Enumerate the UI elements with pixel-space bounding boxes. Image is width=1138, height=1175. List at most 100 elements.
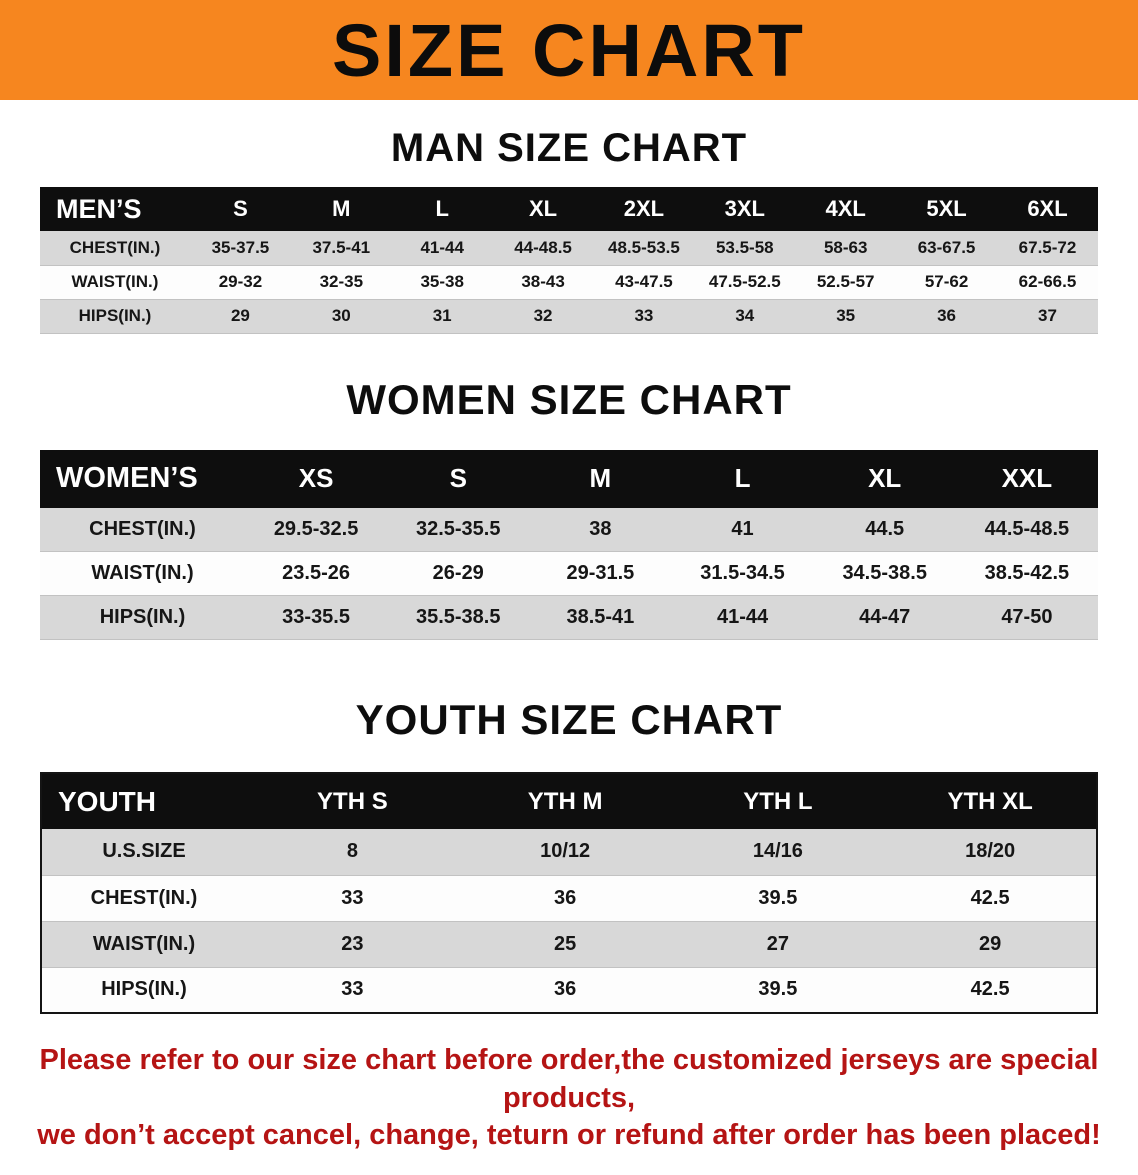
size-value-cell: 39.5 [758, 886, 798, 909]
size-value-cell: 41-44 [420, 237, 464, 257]
table-row: HIPS(IN.) 29 30 31 32 33 34 35 36 37 [40, 299, 1098, 333]
size-value-cell: 62-66.5 [1018, 272, 1077, 291]
row-label: WAIST(IN.) [91, 562, 194, 584]
man-size-table: MEN’S S M L XL 2XL 3XL 4XL 5XL 6XL CHEST(IN.) 35-37… [40, 187, 1098, 334]
size-value-cell: 31 [432, 306, 452, 325]
row-label: CHEST(IN.) [89, 517, 196, 540]
size-column-header: XS [245, 449, 388, 508]
disclaimer-line-2: we don’t accept cancel, change, teturn o… [37, 1119, 1101, 1152]
size-value-cell: 41 [731, 517, 754, 540]
size-value-cell: 36 [554, 886, 577, 909]
youth-size-chart-heading: YOUTH SIZE CHART [355, 696, 783, 743]
size-column-header: 3XL [694, 187, 796, 231]
size-charts: MAN SIZE CHART MEN’S S M L XL 2XL 3XL 4XL 5XL 6XL… [0, 126, 1138, 1155]
size-value-cell: 31.5-34.5 [700, 562, 785, 584]
size-value-cell: 36 [937, 306, 957, 325]
size-column-header: YTH M [458, 773, 672, 829]
header-row: WOMEN’S XS S M L XL XXL [40, 449, 1098, 508]
size-value-cell: 10/12 [540, 840, 591, 863]
size-value-cell: 57-62 [924, 272, 969, 291]
size-value-cell: 29.5-32.5 [273, 517, 359, 540]
size-value-cell: 35.5-38.5 [415, 606, 501, 628]
size-value-cell: 37 [1038, 306, 1057, 325]
size-value-cell: 29-31.5 [566, 562, 635, 584]
youth-size-chart-section: YOUTH SIZE CHART YOUTH YTH S YTH M YTH L YTH… [0, 696, 1138, 1014]
table-row: WAIST(IN.) 23.5-26 26-29 29-31.5 31.5-34.5 34… [40, 551, 1098, 596]
size-value-cell: 32-35 [319, 272, 364, 291]
size-value-cell: 39.5 [758, 978, 798, 1001]
row-label: WAIST(IN.) [71, 272, 159, 291]
size-column-header: L [671, 449, 814, 508]
size-value-cell: 42.5 [970, 978, 1010, 1001]
size-value-cell: 67.5-72 [1018, 237, 1077, 257]
size-value-cell: 29-32 [218, 272, 263, 291]
size-value-cell: 29 [230, 306, 250, 325]
size-value-cell: 33 [341, 978, 364, 1001]
size-value-cell: 26-29 [432, 562, 484, 584]
header-row: MEN’S S M L XL 2XL 3XL 4XL 5XL 6XL [40, 187, 1098, 231]
size-value-cell: 44-47 [859, 606, 911, 628]
size-column-header: M [290, 187, 392, 231]
size-value-cell: 47-50 [1001, 606, 1053, 628]
row-label: WAIST(IN.) [92, 932, 196, 955]
size-value-cell: 14/16 [752, 840, 803, 863]
size-value-cell: 47.5-52.5 [708, 272, 781, 291]
banner-title: SIZE CHART [332, 8, 806, 92]
size-value-cell: 27 [766, 932, 789, 955]
man-size-chart-heading: MAN SIZE CHART [390, 126, 748, 170]
size-column-header: XL [813, 449, 956, 508]
table-row: U.S.SIZE 8 10/12 14/16 18/20 [41, 829, 1097, 875]
disclaimer: Please refer to our size chart before or… [20, 1042, 1118, 1155]
size-value-cell: 32 [533, 306, 553, 325]
table-row: HIPS(IN.) 33 36 39.5 42.5 [41, 967, 1097, 1013]
size-value-cell: 32.5-35.5 [415, 517, 501, 540]
size-value-cell: 33-35.5 [282, 606, 350, 628]
table-row: CHEST(IN.) 33 36 39.5 42.5 [41, 875, 1097, 921]
size-column-header: S [387, 449, 530, 508]
size-value-cell: 23.5-26 [282, 562, 350, 584]
size-column-header: YTH XL [884, 773, 1097, 829]
size-value-cell: 41-44 [716, 606, 769, 628]
size-value-cell: 63-67.5 [917, 237, 976, 257]
size-value-cell: 18/20 [965, 840, 1016, 863]
youth-size-table: YOUTH YTH S YTH M YTH L YTH XL U.S.SIZE 8 10/12… [40, 772, 1098, 1014]
size-value-cell: 42.5 [970, 886, 1010, 909]
size-value-cell: 36 [554, 978, 577, 1001]
table-row: CHEST(IN.) 29.5-32.5 32.5-35.5 38 41 44.5 44.5… [40, 507, 1098, 552]
size-column-header: 6XL [997, 187, 1098, 231]
row-label: U.S.SIZE [102, 840, 186, 863]
size-value-cell: 30 [331, 306, 351, 325]
size-column-header: S [190, 187, 291, 231]
size-column-header: XXL [955, 449, 1098, 508]
disclaimer-line-1: Please refer to our size chart before or… [39, 1044, 1099, 1114]
size-value-cell: 33 [341, 886, 364, 909]
size-value-cell: 43-47.5 [615, 272, 673, 291]
size-value-cell: 38.5-42.5 [984, 562, 1070, 584]
women-size-chart-heading: WOMEN SIZE CHART [346, 375, 792, 423]
size-value-cell: 8 [346, 840, 358, 863]
size-value-cell: 44.5 [865, 517, 905, 540]
size-value-cell: 35-37.5 [211, 237, 270, 257]
size-value-cell: 48.5-53.5 [608, 237, 680, 257]
table-title-cell: MEN’S [40, 187, 190, 231]
size-value-cell: 52.5-57 [816, 272, 875, 291]
row-label: HIPS(IN.) [78, 306, 152, 325]
size-value-cell: 53.5-58 [715, 237, 774, 257]
table-title-cell: WOMEN’S [40, 449, 245, 508]
women-size-chart-section: WOMEN SIZE CHART WOMEN’S XS S M L XL XXL CHEST(… [0, 376, 1138, 641]
row-label: CHEST(IN.) [90, 886, 198, 909]
size-value-cell: 58-63 [823, 237, 868, 257]
size-chart-banner: SIZE CHART [0, 0, 1138, 100]
table-row: WAIST(IN.) 23 25 27 29 [41, 921, 1097, 967]
row-label: HIPS(IN.) [99, 606, 186, 628]
women-size-table: WOMEN’S XS S M L XL XXL CHEST(IN.) 29.5-32.5 32.5… [40, 449, 1098, 641]
size-column-header: YTH L [671, 773, 885, 829]
size-value-cell: 34 [735, 306, 755, 325]
header-row: YOUTH YTH S YTH M YTH L YTH XL [41, 773, 1097, 829]
size-value-cell: 25 [554, 932, 577, 955]
size-value-cell: 38 [589, 517, 612, 540]
size-column-header: YTH S [246, 773, 459, 829]
size-value-cell: 38-43 [521, 272, 565, 291]
size-value-cell: 34.5-38.5 [842, 562, 927, 584]
size-value-cell: 29 [979, 932, 1002, 955]
